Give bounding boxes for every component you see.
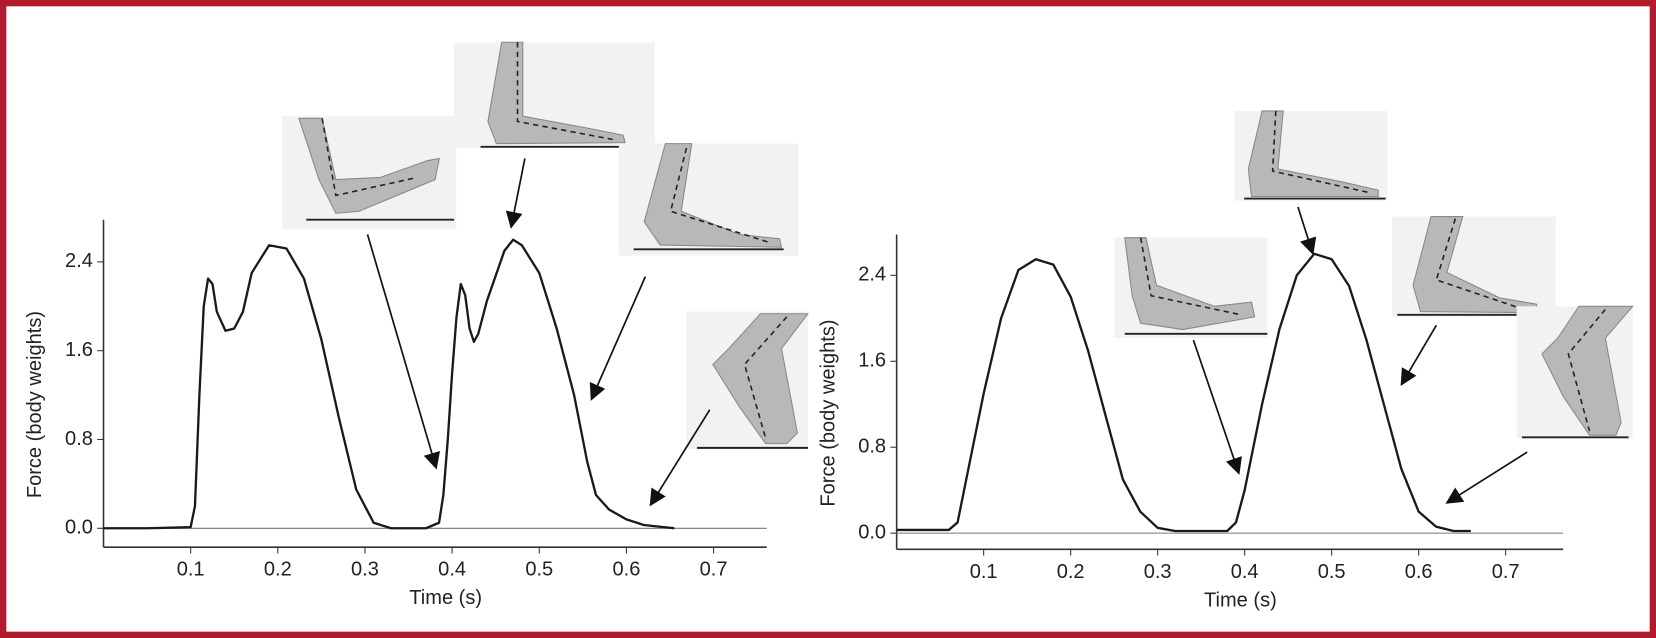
x-tick-label: 0.7 (1492, 561, 1520, 583)
x-tick-label: 0.6 (612, 559, 640, 581)
x-axis-label: Time (s) (1204, 589, 1277, 611)
force-curve (103, 238, 675, 530)
y-tick-label: 0.8 (858, 436, 886, 458)
x-tick-label: 0.3 (351, 559, 379, 581)
x-tick-label: 0.4 (438, 559, 466, 581)
x-tick-label: 0.5 (525, 559, 553, 581)
y-tick-label: 0.8 (65, 428, 93, 450)
arrows (366, 158, 1528, 507)
y-axis-label: Force (body weights) (24, 311, 46, 498)
x-tick-label: 0.2 (264, 559, 292, 581)
x-tick-label: 0.1 (177, 559, 205, 581)
x-tick-label: 0.6 (1405, 561, 1433, 583)
y-tick-label: 1.6 (858, 350, 886, 372)
x-tick-label: 0.5 (1318, 561, 1346, 583)
x-tick-label: 0.3 (1144, 561, 1172, 583)
force-curve (896, 252, 1471, 533)
foot-illustrations (281, 41, 1634, 449)
y-tick-label: 0.0 (65, 517, 93, 539)
x-axis-label: Time (s) (409, 587, 482, 609)
y-tick-label: 2.4 (65, 250, 93, 272)
x-tick-label: 0.7 (700, 559, 728, 581)
x-tick-label: 0.1 (970, 561, 998, 583)
y-tick-label: 0.0 (858, 521, 886, 543)
x-tick-label: 0.4 (1231, 561, 1259, 583)
y-tick-label: 1.6 (65, 339, 93, 361)
y-tick-label: 2.4 (858, 264, 886, 286)
y-axis-label: Force (body weights) (817, 319, 839, 506)
x-tick-label: 0.2 (1057, 561, 1085, 583)
